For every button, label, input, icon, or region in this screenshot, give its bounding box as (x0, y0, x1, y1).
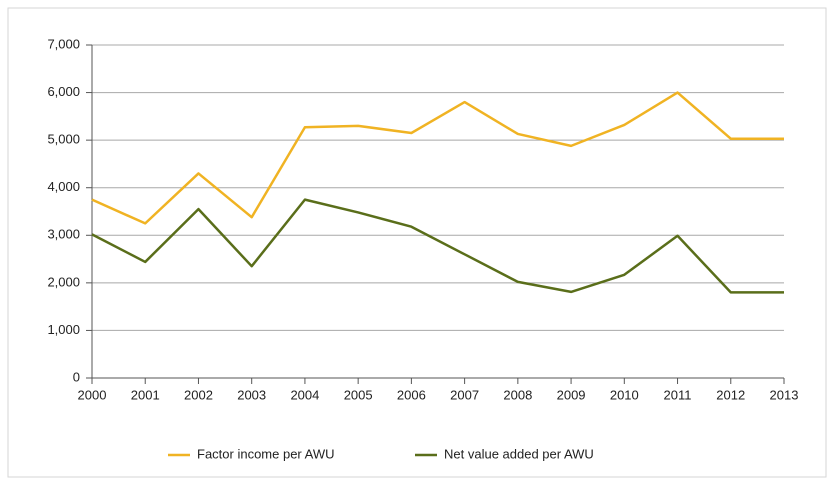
series-line (91, 198, 784, 294)
x-tick-label: 2010 (610, 387, 639, 402)
x-tick-label: 2007 (450, 387, 479, 402)
series-line (91, 91, 784, 225)
x-tick-label: 2001 (131, 387, 160, 402)
x-tick-label: 2000 (78, 387, 107, 402)
y-tick-label: 1,000 (47, 322, 80, 337)
y-tick-label: 3,000 (47, 227, 80, 242)
x-tick-label: 2008 (503, 387, 532, 402)
x-tick-label: 2013 (770, 387, 799, 402)
y-tick-label: 0 (73, 369, 80, 384)
y-tick-label: 6,000 (47, 84, 80, 99)
legend-label: Factor income per AWU (197, 446, 335, 461)
x-tick-label: 2003 (237, 387, 266, 402)
x-tick-label: 2012 (716, 387, 745, 402)
chart-frame (7, 7, 827, 478)
y-tick-label: 7,000 (47, 36, 80, 51)
x-tick-label: 2004 (290, 387, 319, 402)
y-tick-label: 4,000 (47, 179, 80, 194)
x-tick-label: 2005 (344, 387, 373, 402)
y-tick-label: 2,000 (47, 274, 80, 289)
legend-label: Net value added per AWU (444, 446, 594, 461)
x-tick-label: 2011 (664, 387, 692, 402)
x-tick-label: 2009 (557, 387, 586, 402)
x-tick-label: 2002 (184, 387, 213, 402)
x-tick-label: 2006 (397, 387, 426, 402)
y-tick-label: 5,000 (47, 132, 80, 147)
